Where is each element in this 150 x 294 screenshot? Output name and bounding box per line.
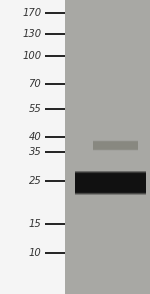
Bar — [75, 172, 146, 194]
Bar — [75, 172, 146, 194]
Bar — [93, 141, 138, 150]
Text: 25: 25 — [28, 176, 41, 186]
Bar — [75, 175, 146, 191]
Text: 70: 70 — [28, 79, 41, 89]
Bar — [75, 171, 146, 195]
Bar — [75, 173, 146, 193]
Bar — [75, 173, 146, 193]
Text: 15: 15 — [28, 219, 41, 229]
Bar — [75, 171, 146, 195]
Bar — [75, 176, 146, 189]
Text: 40: 40 — [28, 132, 41, 142]
Text: 10: 10 — [28, 248, 41, 258]
Bar — [93, 142, 138, 149]
Bar — [93, 143, 138, 148]
Bar — [93, 141, 138, 150]
Bar — [75, 177, 146, 189]
Text: 35: 35 — [28, 147, 41, 157]
Bar — [75, 175, 146, 191]
Text: 130: 130 — [22, 29, 41, 39]
Bar — [93, 143, 138, 148]
Bar — [75, 173, 146, 192]
Bar — [75, 176, 146, 190]
Bar — [75, 176, 146, 190]
Bar — [93, 143, 138, 148]
Bar — [93, 140, 138, 151]
Bar — [93, 141, 138, 150]
Bar — [65, 0, 150, 294]
Bar — [93, 141, 138, 151]
Bar — [75, 176, 146, 190]
Bar — [75, 173, 146, 193]
Bar — [75, 171, 146, 195]
Bar — [75, 172, 146, 193]
Bar — [75, 174, 146, 192]
Bar — [75, 171, 146, 194]
Bar — [75, 175, 146, 191]
Text: 100: 100 — [22, 51, 41, 61]
Bar — [93, 142, 138, 149]
Bar — [93, 141, 138, 151]
Bar — [93, 142, 138, 149]
Bar — [75, 174, 146, 192]
Bar — [75, 174, 146, 191]
Text: 170: 170 — [22, 8, 41, 18]
Bar — [93, 141, 138, 150]
Bar — [93, 142, 138, 149]
Text: 55: 55 — [28, 104, 41, 114]
